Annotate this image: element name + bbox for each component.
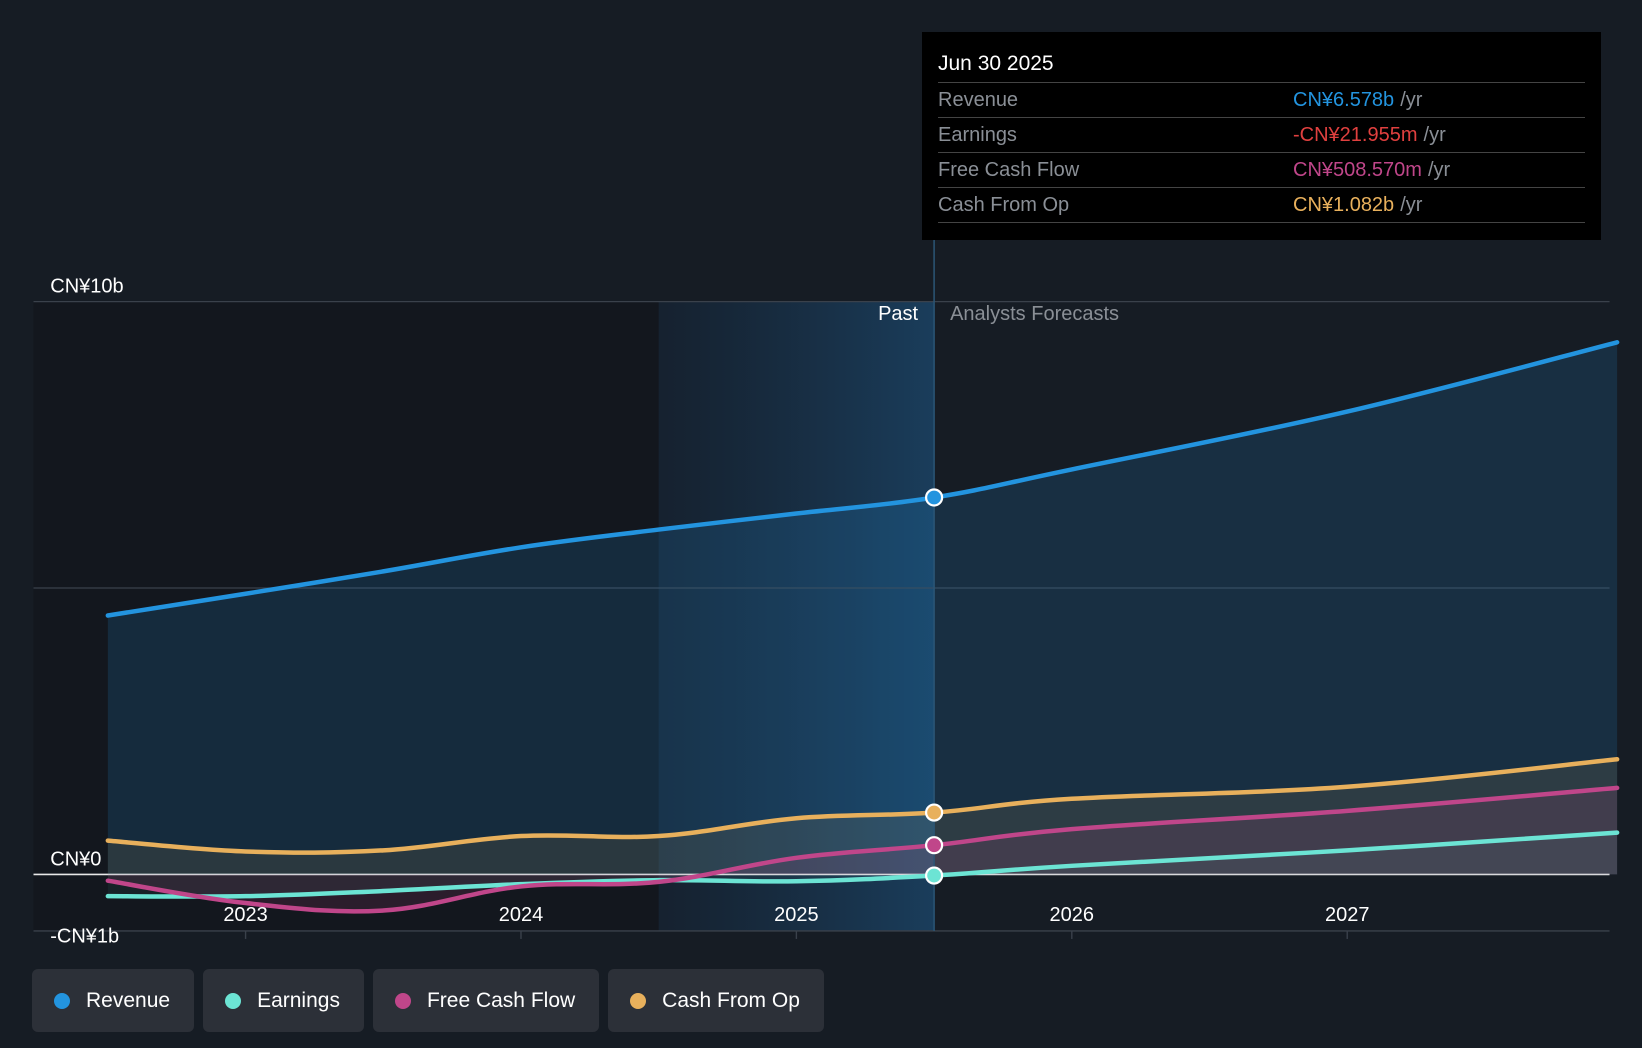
line-fcf [105, 785, 1620, 914]
line-revenue [105, 340, 1620, 618]
tooltip-row-cfo: Cash From Op CN¥1.082b /yr [938, 188, 1585, 223]
legend-item-revenue[interactable]: Revenue [32, 969, 195, 1032]
past-highlight [658, 301, 935, 931]
revenue-dot-icon [54, 992, 70, 1009]
x-tick-label: 2025 [774, 904, 819, 926]
tooltip-date: Jun 30 2025 [938, 46, 1585, 83]
x-tick-label: 2026 [1050, 904, 1095, 926]
line-cfo [105, 757, 1620, 855]
legend-item-free-cash-flow[interactable]: Free Cash Flow [372, 969, 600, 1032]
earnings-dot-icon [225, 992, 242, 1009]
y-tick-label: -CN¥1b [50, 926, 119, 948]
tooltip-label: Free Cash Flow [938, 159, 1080, 181]
forecast-label: Analysts Forecasts [950, 303, 1119, 325]
x-tick-label: 2023 [223, 904, 268, 926]
legend: Revenue Earnings Free Cash Flow Cash Fro… [32, 969, 824, 1032]
x-tick-label: 2024 [499, 904, 544, 926]
tooltip-value: -CN¥21.955m [1293, 124, 1418, 146]
area-earnings [107, 832, 1618, 897]
legend-label: Revenue [86, 988, 171, 1012]
line-earnings [105, 830, 1620, 899]
cfo-dot-icon [630, 992, 647, 1009]
tooltip-value: CN¥1.082b [1293, 194, 1395, 216]
fcf-dot-icon [394, 992, 411, 1009]
marker-cfo [924, 803, 944, 822]
x-tick-label: 2027 [1325, 904, 1370, 926]
tooltip-label: Cash From Op [938, 194, 1070, 216]
marker-earnings [924, 866, 944, 885]
tooltip-unit: /yr [1400, 194, 1423, 216]
tooltip-value: CN¥508.570m [1293, 159, 1422, 181]
tooltip: Jun 30 2025 Revenue CN¥6.578b /yr Earnin… [922, 32, 1601, 240]
marker-revenue [924, 488, 944, 507]
legend-item-cash-from-op[interactable]: Cash From Op [608, 969, 824, 1032]
tooltip-unit: /yr [1423, 124, 1446, 146]
tooltip-row-earnings: Earnings -CN¥21.955m /yr [938, 118, 1585, 153]
legend-label: Cash From Op [662, 988, 800, 1012]
y-tick-label: CN¥10b [50, 276, 123, 298]
y-tick-label: CN¥0 [50, 848, 101, 870]
tooltip-label: Revenue [938, 89, 1019, 111]
tooltip-value: CN¥6.578b [1293, 89, 1395, 111]
legend-label: Earnings [257, 988, 340, 1012]
tooltip-label: Earnings [938, 124, 1017, 146]
tooltip-row-revenue: Revenue CN¥6.578b /yr [938, 83, 1585, 118]
tooltip-unit: /yr [1427, 159, 1451, 181]
legend-label: Free Cash Flow [426, 988, 576, 1012]
legend-item-earnings[interactable]: Earnings [203, 969, 364, 1032]
past-label: Past [878, 303, 918, 325]
tooltip-row-fcf: Free Cash Flow CN¥508.570m /yr [938, 153, 1585, 188]
marker-fcf [924, 836, 944, 855]
tooltip-unit: /yr [1400, 89, 1423, 111]
area-revenue [107, 342, 1618, 875]
